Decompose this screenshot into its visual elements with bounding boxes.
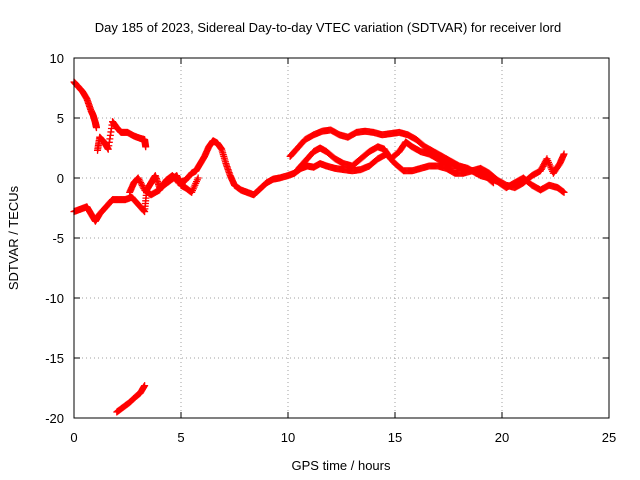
- y-tick-label: 10: [50, 51, 64, 66]
- data-point: [137, 180, 145, 188]
- data-point: [539, 162, 547, 170]
- data-point: [139, 183, 147, 191]
- data-point: [488, 178, 496, 186]
- grid-layer: [74, 58, 609, 418]
- series-track-b: [94, 118, 150, 154]
- x-tick-label: 15: [388, 430, 402, 445]
- series-track-a: [70, 78, 100, 132]
- x-axis-label: GPS time / hours: [292, 458, 391, 473]
- data-point: [537, 165, 545, 173]
- y-tick-label: -10: [45, 291, 64, 306]
- points-layer: [70, 78, 568, 416]
- data-point: [560, 188, 568, 196]
- y-axis-label: SDTVAR / TECUs: [6, 185, 21, 290]
- x-tick-label: 25: [602, 430, 616, 445]
- axes-layer: 0 5 10 15 20 25 -20 -15 -10 -5 0 5 10: [45, 51, 616, 445]
- data-point: [135, 176, 143, 183]
- data-point: [136, 177, 144, 185]
- data-point: [537, 167, 545, 175]
- data-point: [194, 174, 202, 182]
- data-point: [92, 124, 100, 132]
- series-track-f: [293, 138, 568, 192]
- data-point: [138, 182, 146, 189]
- data-point: [489, 179, 497, 187]
- y-tick-label: 5: [57, 111, 64, 126]
- data-point: [560, 150, 568, 158]
- data-point: [538, 164, 546, 172]
- data-point: [141, 382, 149, 390]
- data-point: [134, 174, 142, 182]
- chart-title: Day 185 of 2023, Sidereal Day-to-day VTE…: [95, 20, 562, 35]
- data-point: [142, 143, 150, 151]
- x-tick-label: 20: [495, 430, 509, 445]
- y-tick-label: -15: [45, 351, 64, 366]
- series-track-g: [113, 382, 149, 416]
- x-tick-label: 10: [281, 430, 295, 445]
- y-tick-label: -20: [45, 411, 64, 426]
- y-tick-label: -5: [52, 231, 64, 246]
- x-tick-label: 0: [70, 430, 77, 445]
- x-tick-label: 5: [177, 430, 184, 445]
- data-point: [137, 179, 145, 186]
- y-tick-label: 0: [57, 171, 64, 186]
